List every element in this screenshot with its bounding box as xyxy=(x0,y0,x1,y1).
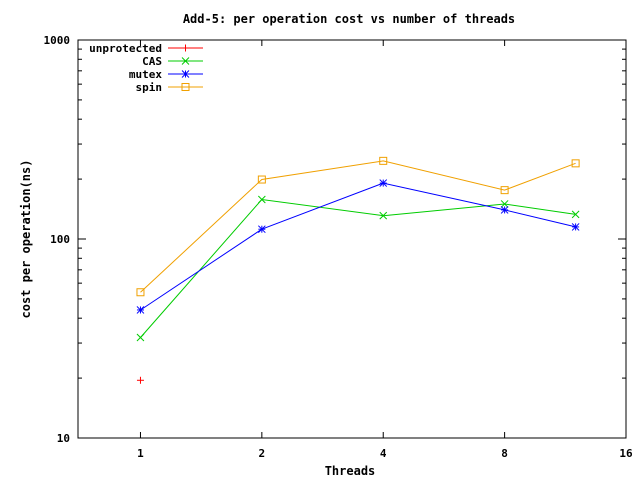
y-tick-label: 1000 xyxy=(44,34,71,47)
x-tick-label: 8 xyxy=(501,447,508,460)
legend-item-unprotected: unprotected xyxy=(89,42,203,55)
data-point-mutex xyxy=(136,306,145,314)
data-point-cas xyxy=(257,195,266,204)
series-line-mutex xyxy=(140,182,576,311)
series-spin xyxy=(136,156,580,297)
x-tick-label: 2 xyxy=(259,447,266,460)
data-point-cas xyxy=(136,333,145,342)
data-point-mutex xyxy=(379,179,388,187)
plot-frame xyxy=(77,39,627,439)
legend-label: mutex xyxy=(129,68,162,81)
series-layer xyxy=(136,156,580,384)
legend-label: spin xyxy=(136,81,163,94)
series-line-spin xyxy=(140,160,576,293)
y-tick-label: 100 xyxy=(50,233,70,246)
series-mutex xyxy=(136,179,580,314)
y-tick-label: 10 xyxy=(57,432,70,445)
legend-marker xyxy=(182,44,189,52)
data-point-spin xyxy=(571,159,580,168)
legend-item-cas: CAS xyxy=(142,55,203,68)
legend-label: unprotected xyxy=(89,42,162,55)
legend-marker xyxy=(181,70,190,78)
axis-ticks: 1 2 4 8 16 10 100 1000 xyxy=(44,34,633,460)
data-point-cas xyxy=(571,210,580,219)
series-line-cas xyxy=(140,198,576,338)
data-point-spin xyxy=(500,186,509,195)
x-tick-label: 16 xyxy=(619,447,633,460)
data-point-cas xyxy=(500,200,509,208)
legend-item-mutex: mutex xyxy=(129,68,203,81)
x-axis-label: Threads xyxy=(325,464,376,478)
data-point-spin xyxy=(379,156,388,165)
data-point-spin xyxy=(136,288,145,297)
legend-marker xyxy=(181,83,190,91)
data-point-cas xyxy=(379,211,388,220)
data-point-spin xyxy=(257,175,266,184)
legend-marker xyxy=(181,57,190,65)
legend-label: CAS xyxy=(142,55,162,68)
x-tick-label: 4 xyxy=(380,447,387,460)
chart-title: Add-5: per operation cost vs number of t… xyxy=(183,12,515,26)
x-tick-label: 1 xyxy=(137,447,144,460)
y-axis-label: cost per operation(ns) xyxy=(19,160,33,319)
series-unprotected xyxy=(136,376,144,384)
legend-item-spin: spin xyxy=(136,81,203,94)
series-cas xyxy=(136,195,580,342)
data-point-mutex xyxy=(257,225,266,234)
data-point-mutex xyxy=(500,206,509,214)
data-point-mutex xyxy=(571,223,580,231)
data-point-unprotected xyxy=(136,376,144,384)
